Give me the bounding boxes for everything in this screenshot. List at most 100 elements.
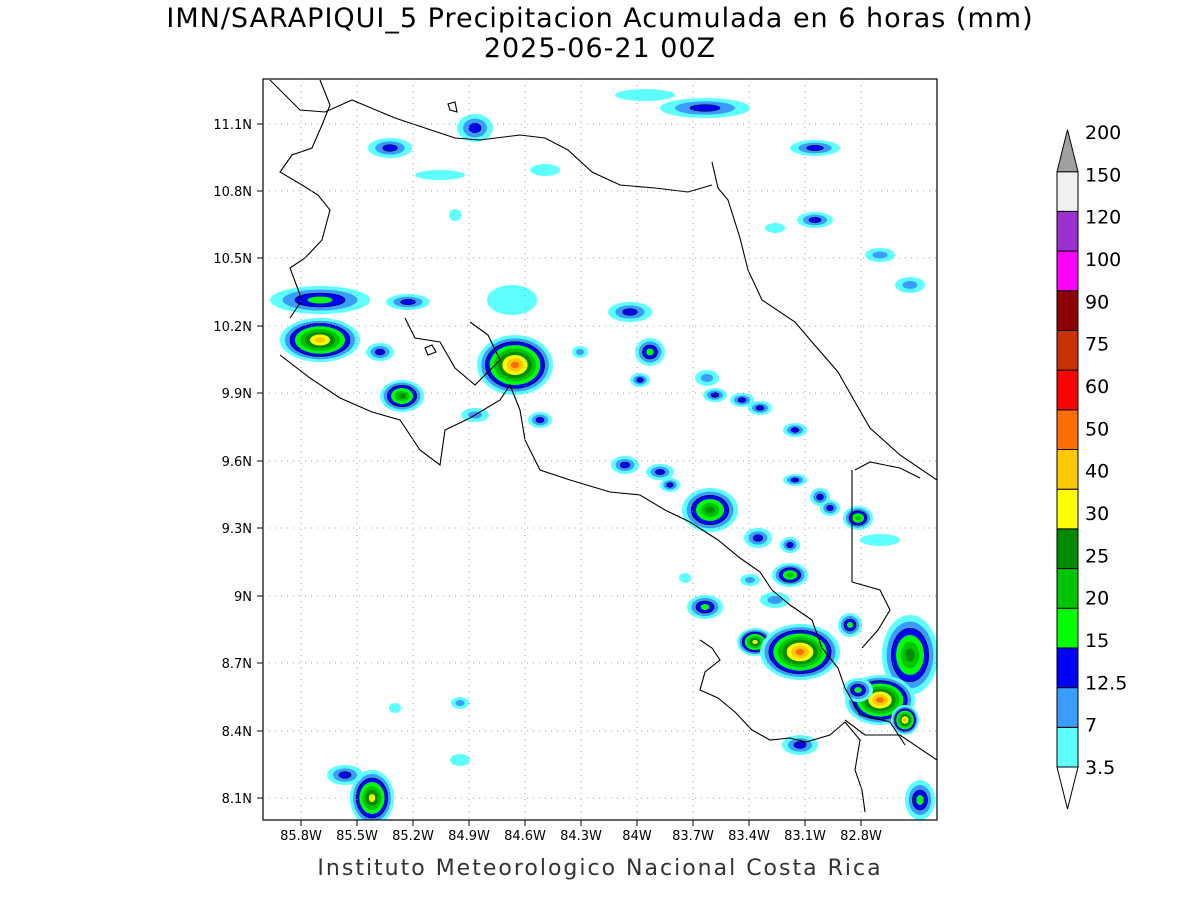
island-north — [447, 101, 458, 113]
precip-contour — [916, 795, 924, 805]
nicaragua-border — [269, 79, 713, 193]
lat-tick-label: 10.2N — [213, 320, 252, 335]
lon-tick-label: 83.1W — [784, 829, 826, 844]
panama-border — [851, 461, 921, 649]
lat-tick-label: 8.7N — [222, 657, 252, 672]
precip-contour — [622, 308, 638, 316]
plot-frame — [262, 78, 938, 821]
precip-contour — [745, 577, 755, 583]
precip-cell — [660, 478, 680, 492]
colorbar-label: 75 — [1085, 334, 1109, 356]
precip-cell — [780, 537, 800, 553]
colorbar-bottom-triangle — [1056, 766, 1079, 810]
lon-tick-label: 85.5W — [336, 829, 378, 844]
precip-cell — [740, 574, 760, 586]
lat-tick-label: 9.3N — [222, 522, 252, 537]
precip-contour — [826, 505, 834, 511]
precip-contour — [806, 145, 824, 151]
precip-cell — [415, 170, 465, 180]
precip-contour — [903, 718, 907, 722]
colorbar-segment — [1056, 647, 1079, 689]
precip-cell — [660, 98, 750, 118]
colorbar-label: 200 — [1085, 122, 1121, 144]
precip-cell — [843, 506, 873, 530]
precip-contour — [636, 377, 644, 383]
lat-tick-label: 9.9N — [222, 387, 252, 402]
colorbar-label: 150 — [1085, 164, 1121, 186]
lon-tick-label: 83.4W — [728, 829, 770, 844]
colorbar-segment — [1056, 568, 1079, 609]
precip-cell — [457, 114, 493, 142]
precip-cell — [280, 318, 360, 362]
lon-tick-label: 84W — [622, 829, 652, 844]
footer-credit: Instituto Meteorologico Nacional Costa R… — [317, 856, 883, 881]
precip-cell — [765, 223, 785, 233]
precip-contour — [679, 573, 691, 583]
caribbean-coast — [711, 161, 937, 481]
precip-contour — [510, 361, 520, 369]
precip-cell — [760, 624, 840, 680]
precip-contour — [876, 697, 884, 703]
map-title: IMN/SARAPIQUI_5 Precipitacion Acumulada … — [166, 3, 1034, 34]
precip-contour — [530, 164, 560, 176]
precip-contour — [450, 754, 470, 766]
colorbar-label: 25 — [1085, 545, 1109, 567]
precip-contour — [666, 482, 674, 488]
precip-contour — [701, 374, 713, 382]
precip-cell — [366, 343, 394, 361]
colorbar-label: 50 — [1085, 418, 1109, 440]
precip-cell — [772, 563, 808, 587]
precip-cell — [380, 380, 424, 412]
coastline-borders — [269, 79, 937, 813]
precip-cell — [386, 294, 430, 310]
precip-contour — [737, 397, 747, 403]
colorbar-label: 7 — [1085, 715, 1097, 737]
precip-cell — [487, 285, 537, 315]
precip-contour — [816, 493, 824, 501]
lat-tick-label: 10.5N — [213, 252, 252, 267]
precip-contour — [307, 296, 333, 304]
precip-contour — [389, 703, 401, 713]
precip-contour — [315, 337, 325, 343]
precip-contour — [620, 461, 630, 469]
precip-cell — [530, 164, 560, 176]
precip-cell — [865, 248, 895, 262]
precip-contour — [535, 417, 545, 423]
precip-cell — [679, 573, 691, 583]
map-datetime: 2025-06-21 00Z — [483, 33, 717, 64]
lat-tick-label: 8.1N — [222, 792, 252, 807]
precip-contour — [615, 89, 675, 101]
precip-cell — [572, 346, 588, 358]
precip-cell — [682, 488, 738, 532]
lon-tick-label: 84.3W — [560, 829, 602, 844]
lat-tick-label: 11.1N — [213, 118, 252, 133]
precip-cell — [730, 393, 754, 407]
nicoya-gulf — [404, 317, 501, 386]
precip-cell — [695, 370, 719, 386]
precip-cell — [528, 412, 552, 428]
colorbar-label: 30 — [1085, 503, 1109, 525]
precip-contour — [905, 648, 915, 662]
precip-contour — [808, 217, 822, 223]
precip-contour — [415, 170, 465, 180]
precip-contour — [786, 542, 794, 548]
colorbar-label: 20 — [1085, 588, 1109, 610]
precip-contour — [860, 534, 900, 546]
precip-cell — [905, 780, 935, 820]
precip-contour — [790, 427, 800, 433]
precip-contour — [400, 299, 416, 305]
colorbar-label: 15 — [1085, 630, 1109, 652]
colorbar-segment — [1056, 488, 1079, 530]
precip-contour — [765, 223, 785, 233]
lon-tick-label: 85.2W — [392, 829, 434, 844]
precip-contour — [646, 348, 654, 356]
precip-contour — [902, 281, 918, 289]
precip-cell — [820, 500, 840, 516]
precip-contour — [755, 405, 765, 411]
precip-cell — [368, 138, 412, 158]
precip-contour — [382, 144, 398, 152]
colorbar-segment — [1056, 528, 1079, 570]
colorbar-segment — [1056, 290, 1079, 331]
